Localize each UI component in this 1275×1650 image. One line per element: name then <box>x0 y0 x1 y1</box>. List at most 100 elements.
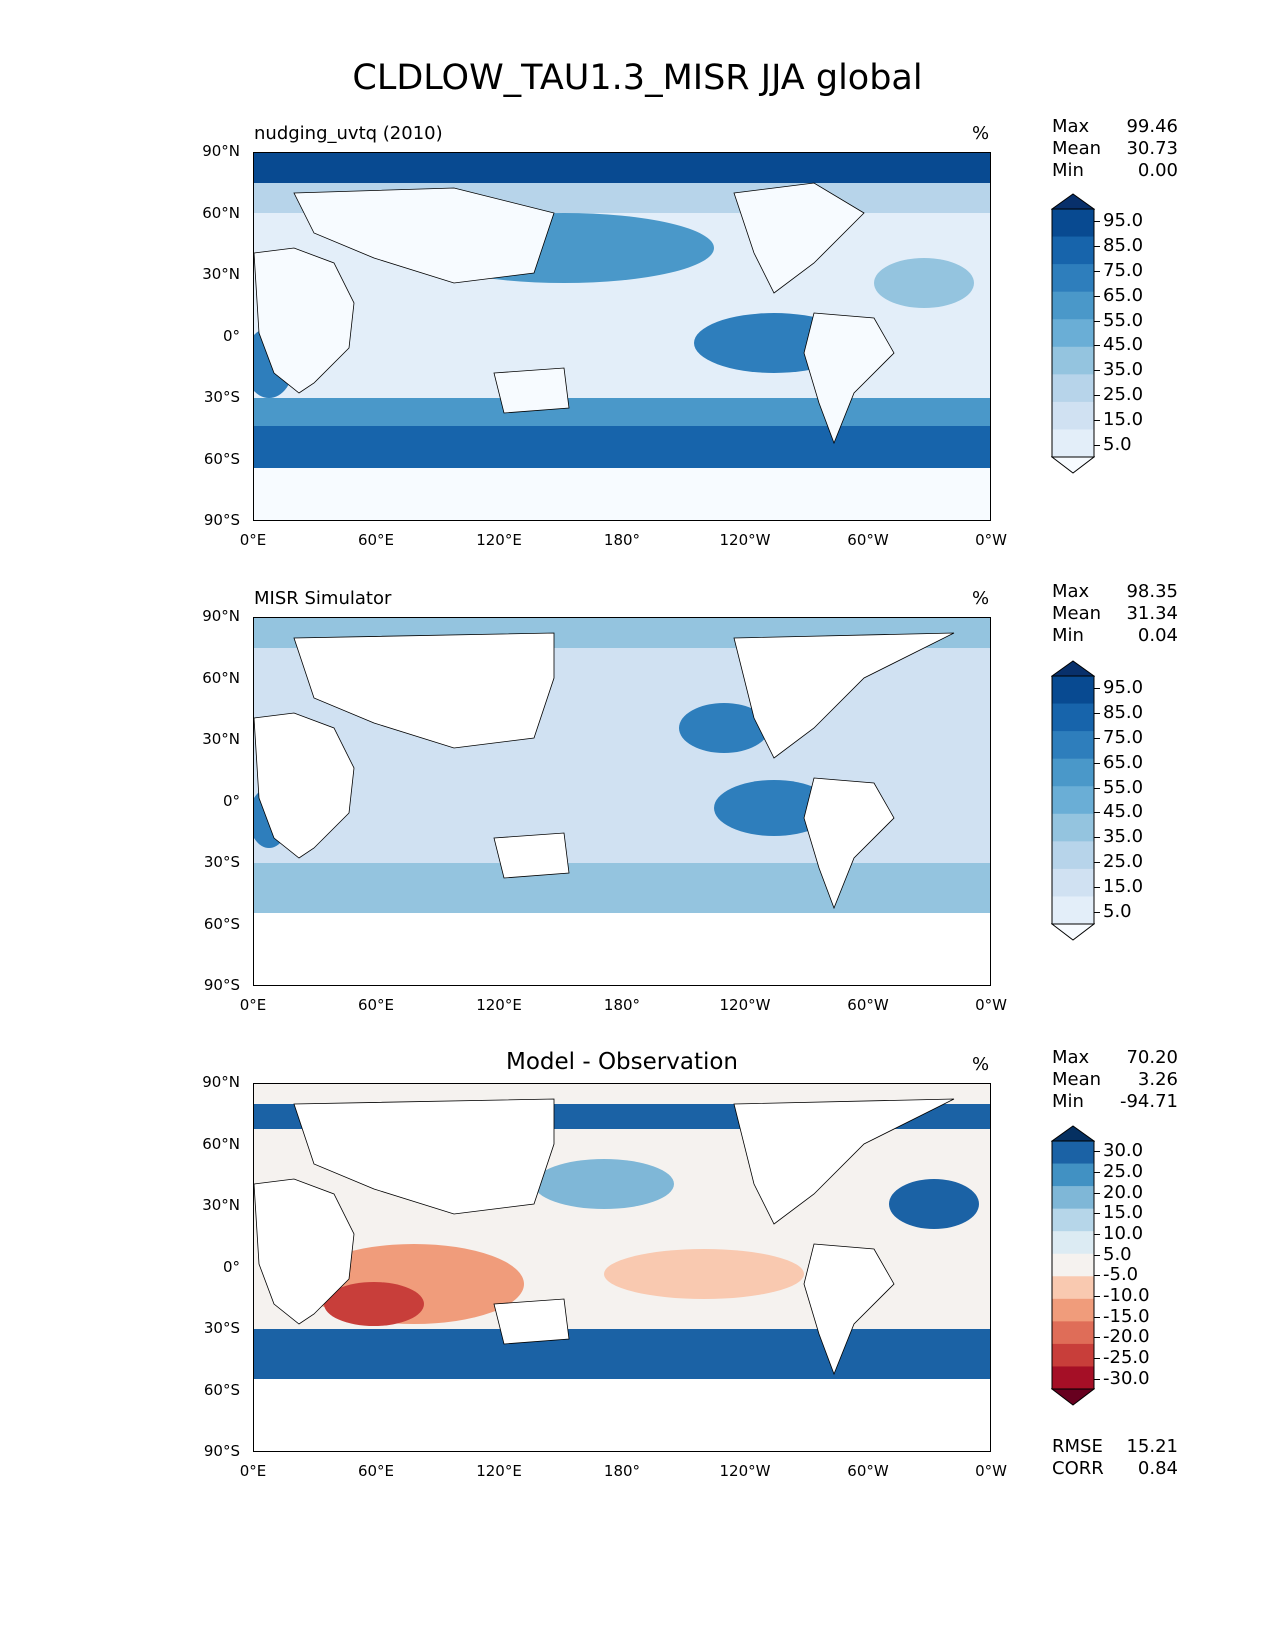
peru-stratocumulus <box>714 780 834 836</box>
lon-tick-label: 180° <box>603 996 641 1014</box>
lat-tick-label: 60°N <box>202 1134 240 1153</box>
north-america-land <box>733 182 865 294</box>
colorbar-segment <box>1052 841 1094 870</box>
lat-tick-label: 90°N <box>202 142 240 160</box>
lon-tick-label: 180° <box>603 1462 641 1480</box>
colorbar-tick <box>1094 1316 1100 1318</box>
colorbar-tick <box>1094 1296 1100 1297</box>
colorbar-tick <box>1094 762 1100 764</box>
colorbar-tick <box>1094 1151 1100 1153</box>
lat-tick-label: 90°N <box>202 1073 240 1091</box>
colorbar-segment <box>1052 1186 1094 1210</box>
colorbar-segment <box>1052 1141 1094 1165</box>
colorbar-tick <box>1094 713 1100 715</box>
min-label: Min <box>1052 1091 1084 1112</box>
colorbar-extend-max <box>1051 1125 1095 1142</box>
lat-tick-label: 30°S <box>203 388 240 406</box>
lat-tick-label: 30°S <box>203 853 240 871</box>
map-diff-svg <box>254 1084 990 1451</box>
min-label: Min <box>1052 625 1084 646</box>
colorbar-tick-label: 15.0 <box>1103 1202 1144 1224</box>
colorbar-segment <box>1052 346 1094 375</box>
colorbar-tick <box>1094 1378 1100 1380</box>
colorbar-segment <box>1052 1253 1094 1277</box>
corr-value: 0.84 <box>1137 1458 1178 1479</box>
lon-tick-label: 0°W <box>975 531 1007 549</box>
lat-tick-label: 30°N <box>202 730 240 748</box>
colorbar <box>1051 1125 1095 1406</box>
colorbar-tick <box>1094 221 1100 223</box>
lon-tick-label: 60°E <box>357 996 395 1014</box>
map-model <box>253 152 991 521</box>
australia-land <box>493 1298 570 1345</box>
colorbar-tick <box>1094 886 1100 888</box>
colorbar-tick-label: 75.0 <box>1103 260 1144 281</box>
colorbar-tick <box>1094 295 1100 297</box>
max-label: Max <box>1052 116 1090 137</box>
figure-title: CLDLOW_TAU1.3_MISR JJA global <box>352 58 923 98</box>
max-value: 98.35 <box>1126 581 1178 602</box>
southern-ocean-band <box>254 426 990 468</box>
colorbar-segment <box>1052 1208 1094 1232</box>
colorbar-tick-label: 65.0 <box>1103 751 1144 773</box>
colorbar-segment <box>1052 319 1094 348</box>
max-value: 99.46 <box>1126 116 1178 137</box>
rmse-label: RMSE <box>1052 1436 1103 1457</box>
southern-ocean-band <box>254 1329 990 1379</box>
lat-tick-label: 90°S <box>203 976 240 994</box>
stats-block: Max 70.20 Mean 3.26 Min -94.71 <box>1052 1047 1178 1113</box>
mean-label: Mean <box>1052 138 1102 159</box>
colorbar-segment <box>1052 868 1094 897</box>
colorbar <box>1051 660 1095 941</box>
colorbar-tick-label: 15.0 <box>1103 875 1144 897</box>
mean-value: 30.73 <box>1126 138 1178 159</box>
colorbar-tick-label: 85.0 <box>1103 702 1144 724</box>
lat-tick-label: 0° <box>222 1257 240 1276</box>
south-america-land <box>803 1243 895 1376</box>
arctic-band <box>254 153 990 183</box>
colorbar-tick-label: -15.0 <box>1103 1305 1150 1327</box>
colorbar-tick-label: 5.0 <box>1103 1243 1132 1265</box>
atlantic-positive <box>889 1179 979 1229</box>
npacific-positive <box>534 1159 674 1209</box>
south-america-land <box>803 312 895 445</box>
lon-tick-label: 0°W <box>975 996 1007 1014</box>
colorbar-tick-label: 25.0 <box>1103 384 1144 405</box>
colorbar-tick <box>1094 1172 1100 1173</box>
colorbar-tick-label: 25.0 <box>1103 851 1144 872</box>
min-value: 0.00 <box>1137 160 1178 181</box>
stats-block: Max 98.35 Mean 31.34 Min 0.04 <box>1052 581 1178 647</box>
colorbar-segment <box>1052 1298 1094 1322</box>
pacific-negative <box>604 1249 804 1299</box>
colorbar-segment <box>1052 1366 1094 1390</box>
colorbar-segment <box>1052 758 1094 787</box>
colorbar-segment <box>1052 1231 1094 1255</box>
colorbar-extend-min <box>1051 456 1095 474</box>
units-label: % <box>972 123 990 144</box>
panel-title: nudging_uvtq (2010) <box>254 123 443 144</box>
lat-tick-label: 60°S <box>203 1380 240 1399</box>
colorbar-tick <box>1094 246 1100 248</box>
colorbar-tick-label: 5.0 <box>1103 433 1132 455</box>
antarctic-band <box>254 468 990 520</box>
map-model-svg <box>254 153 990 520</box>
north-america-land <box>733 632 955 759</box>
colorbar-segment <box>1052 786 1094 815</box>
mean-value: 3.26 <box>1137 1069 1178 1090</box>
colorbar-tick-label: 30.0 <box>1103 1140 1144 1162</box>
stats-block: Max 99.46 Mean 30.73 Min 0.00 <box>1052 116 1178 182</box>
mean-label: Mean <box>1052 603 1102 624</box>
atlantic-cloud <box>874 258 974 308</box>
africa-land <box>254 1178 355 1325</box>
panel-title: Model - Observation <box>505 1049 739 1075</box>
indian-ocean-strong-negative <box>324 1282 424 1326</box>
lat-tick-label: 90°N <box>202 607 240 625</box>
colorbar-tick-label: 65.0 <box>1103 284 1144 306</box>
colorbar-segment <box>1052 731 1094 760</box>
max-value: 70.20 <box>1126 1047 1178 1068</box>
colorbar-tick <box>1094 911 1100 913</box>
colorbar-tick-label: 5.0 <box>1103 900 1132 922</box>
eurasia-land <box>293 1098 555 1215</box>
colorbar-tick-label: -25.0 <box>1103 1347 1150 1368</box>
map-diff <box>253 1083 991 1452</box>
